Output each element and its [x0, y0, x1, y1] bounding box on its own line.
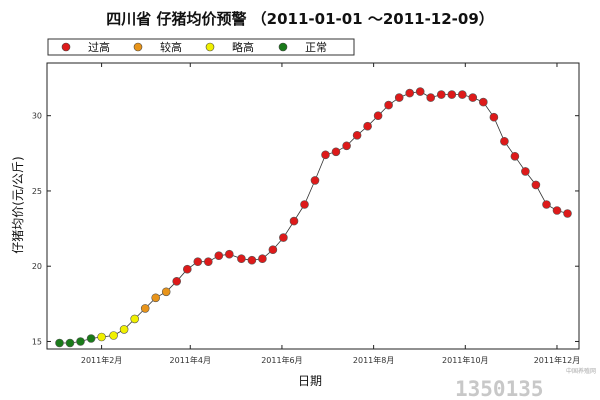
data-point-32: [394, 93, 404, 102]
data-point-39: [468, 93, 478, 102]
data-point-14: [204, 257, 213, 267]
data-point-23: [300, 200, 309, 209]
watermark-text: 1350135: [455, 377, 544, 400]
legend-marker-0: [61, 42, 71, 52]
data-point-38: [457, 90, 467, 99]
data-point-0: [55, 338, 64, 348]
data-point-18: [247, 255, 257, 265]
data-point-20: [268, 245, 278, 254]
legend-items: 过高 较高 略高 正常: [61, 40, 327, 54]
data-point-19: [258, 254, 267, 264]
legend-label-2: 略高: [232, 40, 254, 54]
data-point-31: [384, 100, 393, 110]
data-point-16: [225, 249, 234, 259]
y-tick-label-15: 15: [32, 337, 42, 346]
data-point-44: [521, 167, 530, 176]
legend-marker-3: [278, 42, 288, 52]
data-point-33: [405, 88, 415, 98]
chart-title: 四川省 仔猪均价预警 （2011-01-01 ～2011-12-09）: [106, 10, 494, 28]
data-point-30: [373, 111, 383, 120]
x-tick-label-4: 2011年10月: [442, 355, 489, 365]
data-point-24: [310, 176, 320, 185]
x-tick-label-0: 2011年2月: [81, 355, 122, 365]
data-point-46: [542, 200, 551, 209]
legend-marker-1: [133, 42, 143, 52]
y-axis-label: 仔猪均价(元/公斤): [11, 156, 25, 253]
y-tick-label-30: 30: [32, 112, 42, 121]
data-point-35: [426, 93, 436, 102]
y-tick-label-25: 25: [32, 187, 42, 196]
x-tick-label-1: 2011年4月: [170, 355, 211, 365]
data-point-36: [436, 90, 446, 99]
data-point-2: [76, 337, 85, 346]
data-point-6: [119, 325, 129, 334]
data-point-4: [97, 332, 106, 342]
data-point-40: [478, 97, 488, 107]
plot-area: [46, 62, 580, 350]
x-tick-label-2: 2011年6月: [261, 355, 302, 365]
legend: 过高 较高 略高 正常: [47, 38, 355, 56]
data-point-34: [415, 87, 425, 96]
data-point-15: [214, 251, 224, 260]
data-point-9: [151, 293, 160, 303]
x-axis-label: 日期: [298, 374, 322, 388]
data-point-8: [140, 304, 150, 313]
x-tick-label-5: 2011年12月: [534, 355, 581, 365]
data-point-22: [289, 216, 299, 226]
data-point-28: [352, 131, 362, 140]
data-point-47: [552, 206, 562, 215]
y-axis: 15 20 25 30: [32, 112, 579, 346]
data-point-45: [531, 180, 541, 190]
data-point-48: [563, 209, 572, 218]
data-point-3: [86, 334, 96, 343]
legend-label-3: 正常: [305, 41, 327, 54]
legend-label-1: 较高: [160, 40, 182, 54]
y-tick-label-20: 20: [32, 262, 42, 271]
series-price: [55, 87, 572, 348]
x-axis: 2011年2月 2011年4月 2011年6月 2011年8月 2011年10月 2011…: [81, 63, 580, 365]
data-point-5: [109, 331, 118, 340]
data-point-17: [237, 254, 246, 264]
data-point-43: [510, 152, 520, 161]
watermark-subtext: 中国养殖网: [566, 367, 596, 375]
legend-marker-2: [205, 42, 215, 52]
data-point-21: [279, 233, 288, 242]
data-point-42: [500, 137, 509, 146]
data-point-11: [172, 276, 181, 286]
data-point-13: [193, 257, 203, 267]
data-point-37: [447, 90, 457, 99]
data-point-29: [363, 121, 372, 131]
data-point-41: [489, 112, 499, 122]
legend-frame: [47, 38, 355, 56]
legend-label-0: 过高: [88, 40, 110, 54]
data-point-7: [130, 314, 139, 324]
data-point-25: [321, 150, 330, 160]
data-point-27: [342, 141, 351, 151]
watermark: 1350135 中国养殖网: [455, 367, 596, 400]
x-tick-label-3: 2011年8月: [353, 355, 394, 365]
data-point-12: [183, 264, 192, 274]
data-point-1: [65, 338, 75, 348]
data-point-26: [331, 147, 341, 157]
data-point-10: [161, 287, 171, 297]
